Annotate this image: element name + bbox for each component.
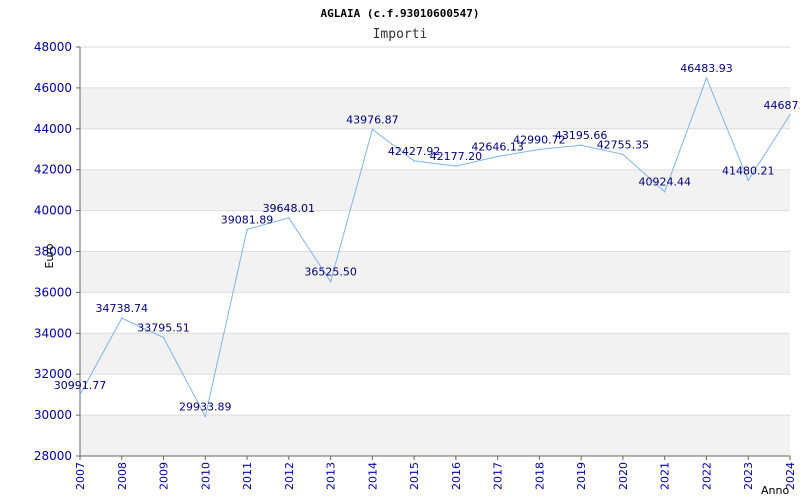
y-tick-label: 30000: [34, 408, 72, 422]
y-tick-label: 36000: [34, 285, 72, 299]
data-label: 30991.77: [54, 379, 107, 392]
grid-band: [80, 251, 790, 293]
data-label: 43195.66: [555, 129, 608, 142]
x-tick-label: 2022: [700, 462, 713, 490]
x-tick-label: 2019: [575, 462, 588, 490]
data-label: 40924.44: [638, 176, 691, 189]
y-tick-label: 46000: [34, 81, 72, 95]
axes: [76, 46, 791, 460]
data-point: [747, 179, 750, 182]
x-tick-label: 2020: [617, 462, 630, 490]
data-point: [496, 155, 499, 158]
data-label: 42646.13: [471, 140, 524, 153]
x-tick-label: 2014: [366, 462, 379, 490]
data-point: [204, 415, 207, 418]
data-label: 36525.50: [304, 266, 357, 279]
y-tick-label: 38000: [34, 245, 72, 259]
data-label: 39081.89: [221, 213, 274, 226]
x-tick-label: 2021: [659, 462, 672, 490]
data-label: 42990.72: [513, 133, 566, 146]
grid-band: [80, 87, 790, 129]
x-tick-label: 2012: [283, 462, 296, 490]
data-point: [705, 77, 708, 79]
x-tick-label: 2010: [199, 462, 212, 490]
x-tick-label: 2024: [784, 462, 797, 490]
data-point: [663, 190, 666, 193]
data-label: 34738.74: [96, 302, 149, 315]
data-point: [538, 148, 541, 151]
y-tick-label: 40000: [34, 204, 72, 218]
x-tick-label: 2007: [74, 462, 87, 490]
y-tick-labels: 28000 30000 32000 34000 36000 38000 40000 42000…: [34, 40, 72, 463]
y-tick-label: 42000: [34, 163, 72, 177]
y-tick-label: 32000: [34, 367, 72, 381]
data-point: [246, 228, 248, 231]
data-point: [371, 128, 374, 131]
data-label: 46483.93: [680, 62, 733, 75]
y-tick-label: 48000: [34, 40, 72, 54]
x-tick-label: 2023: [742, 462, 755, 490]
data-label: 41480.21: [722, 164, 775, 177]
data-label: 42755.35: [597, 138, 650, 151]
x-tick-label: 2016: [450, 462, 463, 490]
y-tick-label: 28000: [34, 449, 72, 463]
x-tick-label: 2008: [116, 462, 129, 490]
gridlines: [80, 46, 790, 457]
data-label: 42427.92: [388, 145, 441, 158]
grid-band: [80, 415, 790, 456]
data-point: [79, 394, 81, 396]
data-point: [580, 144, 582, 147]
data-label: 29933.89: [179, 400, 232, 413]
data-point: [789, 113, 791, 116]
data-point: [329, 280, 332, 283]
data-label: 42177.20: [430, 150, 483, 163]
data-point: [413, 160, 415, 162]
chart-subtitle: Importi: [373, 27, 428, 42]
y-tick-label: 44000: [34, 122, 72, 136]
y-axis-label: Euro: [43, 243, 56, 268]
x-tick-label: 2009: [158, 462, 171, 490]
series-line: [79, 76, 791, 418]
x-tick-labels: 2007 2008 2009 2010 2011 2012 2013 2014 2015 2016…: [74, 462, 797, 490]
y-tick-label: 34000: [34, 326, 72, 340]
data-point: [120, 317, 123, 319]
x-tick-label: 2015: [408, 462, 421, 490]
data-point: [622, 153, 624, 156]
plot-background-bands: [80, 87, 790, 456]
data-label: 33795.51: [137, 321, 190, 334]
x-tick-label: 2013: [325, 462, 338, 490]
data-labels: 30991.77 34738.74 33795.51 29933.89 39081.89…: [54, 62, 800, 413]
grid-band: [80, 333, 790, 375]
grid-band: [80, 169, 790, 211]
series-line-group: [79, 76, 791, 418]
data-label: 44687.: [764, 99, 800, 112]
data-point: [288, 216, 290, 219]
x-tick-label: 2017: [492, 462, 505, 490]
data-point: [455, 165, 457, 167]
x-tick-label: 2018: [533, 462, 546, 490]
x-tick-label: 2011: [241, 462, 254, 490]
data-label: 39648.01: [263, 202, 316, 215]
x-axis-label: Anno: [761, 484, 789, 497]
chart-title: AGLAIA (c.f.93010600547): [321, 7, 480, 20]
data-point: [162, 336, 165, 339]
data-label: 43976.87: [346, 113, 399, 126]
